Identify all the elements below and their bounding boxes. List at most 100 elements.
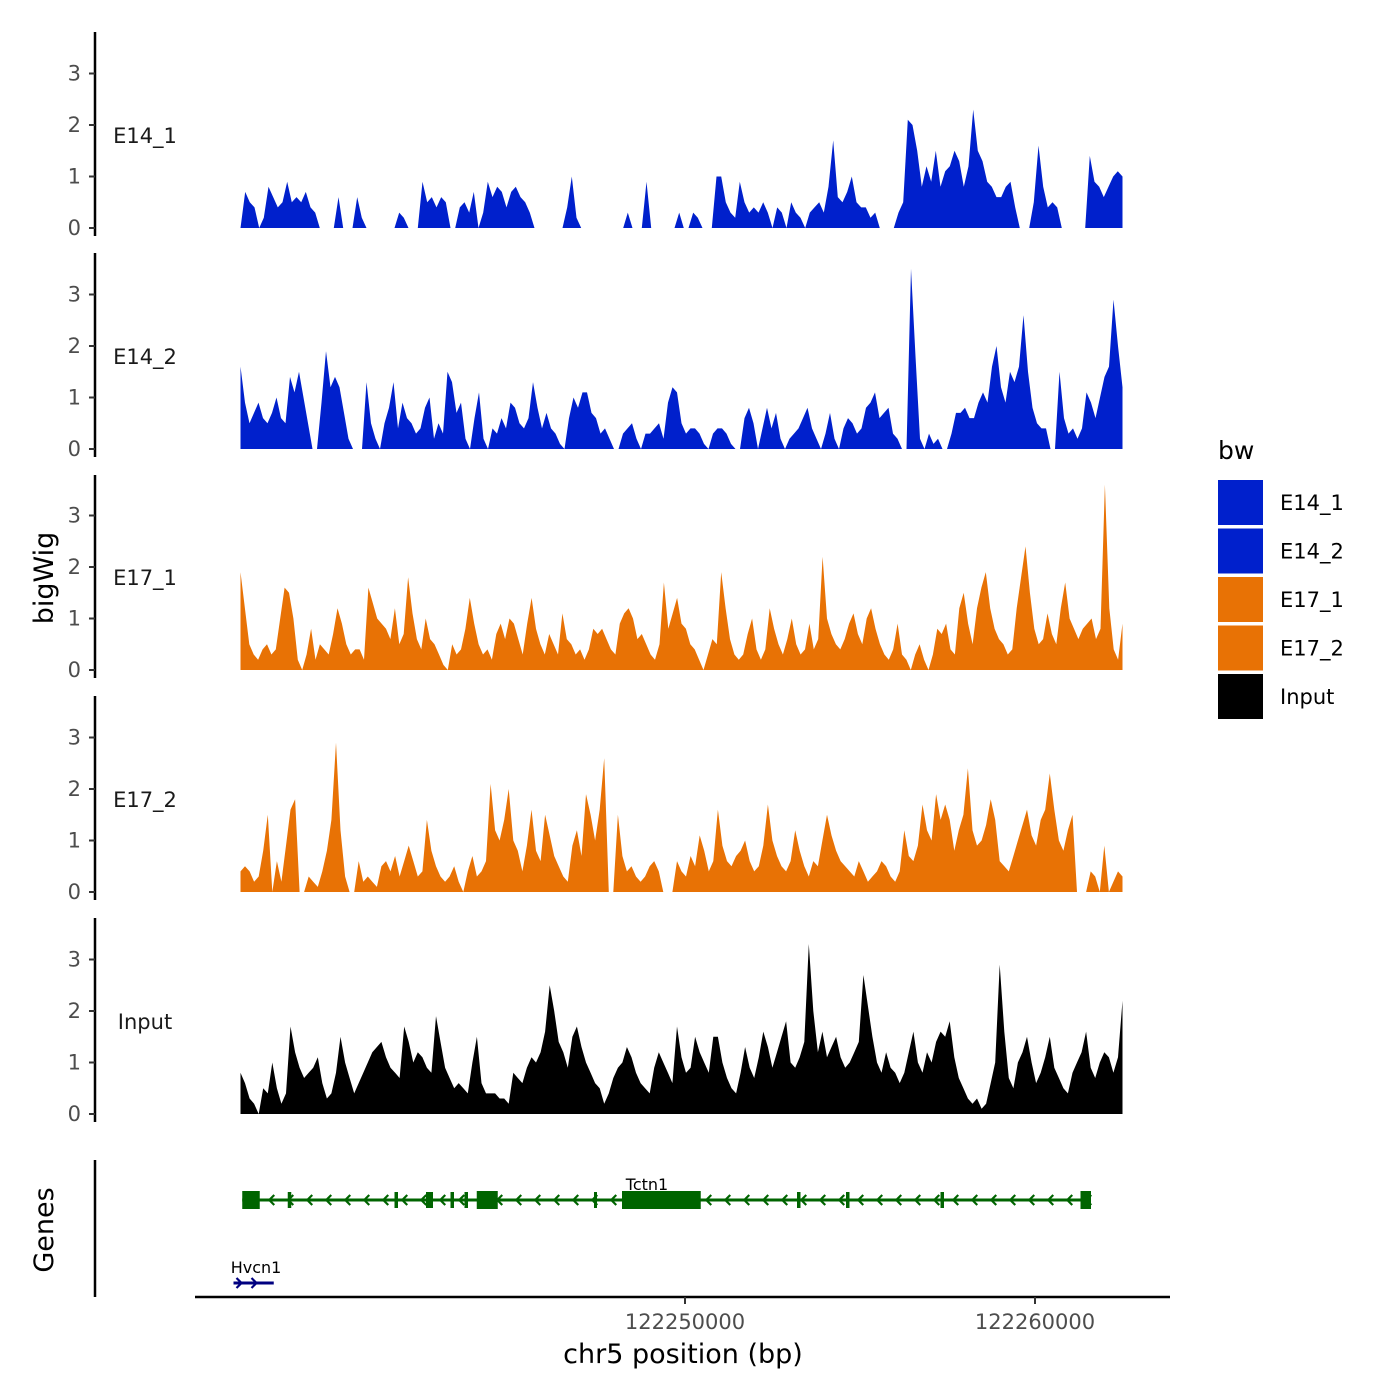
y-tick-label: 1 bbox=[68, 386, 81, 410]
strand-arrow bbox=[1008, 1194, 1017, 1206]
strand-arrow bbox=[362, 1194, 371, 1206]
strand-arrow bbox=[267, 1194, 276, 1206]
strand-arrow bbox=[324, 1194, 333, 1206]
exon bbox=[476, 1191, 498, 1209]
legend: bw E14_1 E14_2 E17_1 E17_2 Input bbox=[1218, 436, 1344, 719]
x-axis-title: chr5 position (bp) bbox=[563, 1339, 803, 1370]
strand-arrow bbox=[970, 1194, 979, 1206]
track-label: E14_2 bbox=[113, 345, 177, 370]
strand-arrow bbox=[932, 1194, 941, 1206]
signal-area bbox=[240, 109, 1123, 228]
exon bbox=[394, 1192, 398, 1208]
x-tick-label: 122250000 bbox=[625, 1310, 745, 1334]
exon bbox=[846, 1192, 850, 1208]
y-tick-label: 0 bbox=[68, 437, 81, 461]
strand-arrow bbox=[514, 1194, 523, 1206]
exon bbox=[797, 1192, 801, 1208]
y-tick-label: 1 bbox=[68, 165, 81, 189]
y-tick-label: 3 bbox=[68, 948, 81, 972]
legend-swatch bbox=[1218, 625, 1263, 671]
y-tick-label: 2 bbox=[68, 777, 81, 801]
strand-arrow bbox=[989, 1194, 998, 1206]
gene-annotation-track: Tctn1 Hvcn1 bbox=[93, 1160, 1093, 1297]
strand-arrow bbox=[761, 1194, 770, 1206]
exon bbox=[450, 1192, 454, 1208]
exon bbox=[1080, 1191, 1091, 1209]
y-tick-label: 3 bbox=[68, 283, 81, 307]
strand-arrow bbox=[250, 1277, 259, 1289]
y-tick-label: 3 bbox=[68, 726, 81, 750]
exon bbox=[594, 1192, 597, 1208]
exon bbox=[426, 1192, 433, 1208]
gene-Tctn1: Tctn1 bbox=[242, 1175, 1093, 1209]
strand-arrow bbox=[457, 1194, 466, 1206]
genes-axis-title: Genes bbox=[29, 1187, 60, 1272]
strand-arrow bbox=[1065, 1194, 1074, 1206]
strand-arrow bbox=[875, 1194, 884, 1206]
strand-arrow bbox=[343, 1194, 352, 1206]
strand-arrow bbox=[438, 1194, 447, 1206]
y-tick-label: 2 bbox=[68, 555, 81, 579]
exon bbox=[622, 1191, 701, 1209]
track-E17_2: 0 1 2 3 E17_2 bbox=[68, 696, 1123, 904]
signal-area bbox=[240, 944, 1123, 1114]
x-axis: 122250000 122260000 bbox=[195, 1295, 1170, 1334]
strand-arrow bbox=[818, 1194, 827, 1206]
track-label: E17_1 bbox=[113, 566, 177, 591]
y-tick-label: 0 bbox=[68, 1102, 81, 1126]
track-E14_1: 0 1 2 3 E14_1 bbox=[68, 32, 1123, 240]
strand-arrow bbox=[1046, 1194, 1055, 1206]
y-axis-title: bigWig bbox=[29, 532, 60, 625]
legend-title: bw bbox=[1218, 436, 1254, 465]
y-tick-label: 3 bbox=[68, 504, 81, 528]
track-E14_2: 0 1 2 3 E14_2 bbox=[68, 253, 1123, 461]
exon bbox=[287, 1192, 292, 1208]
strand-arrow bbox=[609, 1194, 618, 1206]
legend-label: E14_2 bbox=[1280, 540, 1344, 565]
y-tick-label: 2 bbox=[68, 999, 81, 1023]
y-tick-label: 0 bbox=[68, 216, 81, 240]
strand-arrow bbox=[400, 1194, 409, 1206]
exon bbox=[940, 1192, 944, 1208]
strand-arrow bbox=[723, 1194, 732, 1206]
strand-arrow bbox=[913, 1194, 922, 1206]
y-tick-label: 1 bbox=[68, 607, 81, 631]
strand-arrow bbox=[1027, 1194, 1036, 1206]
strand-arrow bbox=[235, 1277, 244, 1289]
gene-Hvcn1: Hvcn1 bbox=[231, 1258, 282, 1289]
track-label: E14_1 bbox=[113, 124, 177, 149]
legend-label: E17_2 bbox=[1280, 637, 1344, 662]
track-label: Input bbox=[118, 1010, 172, 1034]
track-E17_1: 0 1 2 3 E17_1 bbox=[68, 475, 1123, 682]
track-Input: 0 1 2 3 Input bbox=[68, 918, 1123, 1126]
legend-label: E17_1 bbox=[1280, 588, 1344, 613]
exon bbox=[464, 1192, 468, 1208]
track-label: E17_2 bbox=[113, 788, 177, 813]
strand-arrow bbox=[704, 1194, 713, 1206]
legend-swatch bbox=[1218, 528, 1263, 574]
y-tick-label: 1 bbox=[68, 829, 81, 853]
signal-area bbox=[240, 484, 1123, 670]
strand-arrow bbox=[780, 1194, 789, 1206]
strand-arrow bbox=[419, 1194, 428, 1206]
y-tick-label: 3 bbox=[68, 62, 81, 86]
signal-area bbox=[240, 268, 1123, 449]
strand-arrow bbox=[381, 1194, 390, 1206]
legend-label: Input bbox=[1280, 685, 1334, 709]
strand-arrow bbox=[894, 1194, 903, 1206]
legend-swatch bbox=[1218, 577, 1263, 622]
gene-label: Hvcn1 bbox=[231, 1258, 282, 1277]
y-tick-label: 1 bbox=[68, 1051, 81, 1075]
strand-arrow bbox=[837, 1194, 846, 1206]
strand-arrow bbox=[951, 1194, 960, 1206]
legend-label: E14_1 bbox=[1280, 491, 1344, 516]
y-tick-label: 0 bbox=[68, 880, 81, 904]
y-tick-label: 2 bbox=[68, 334, 81, 358]
strand-arrow bbox=[571, 1194, 580, 1206]
strand-arrow bbox=[533, 1194, 542, 1206]
exon bbox=[242, 1191, 260, 1209]
signal-area bbox=[240, 742, 1123, 892]
strand-arrow bbox=[856, 1194, 865, 1206]
legend-swatch bbox=[1218, 480, 1263, 525]
